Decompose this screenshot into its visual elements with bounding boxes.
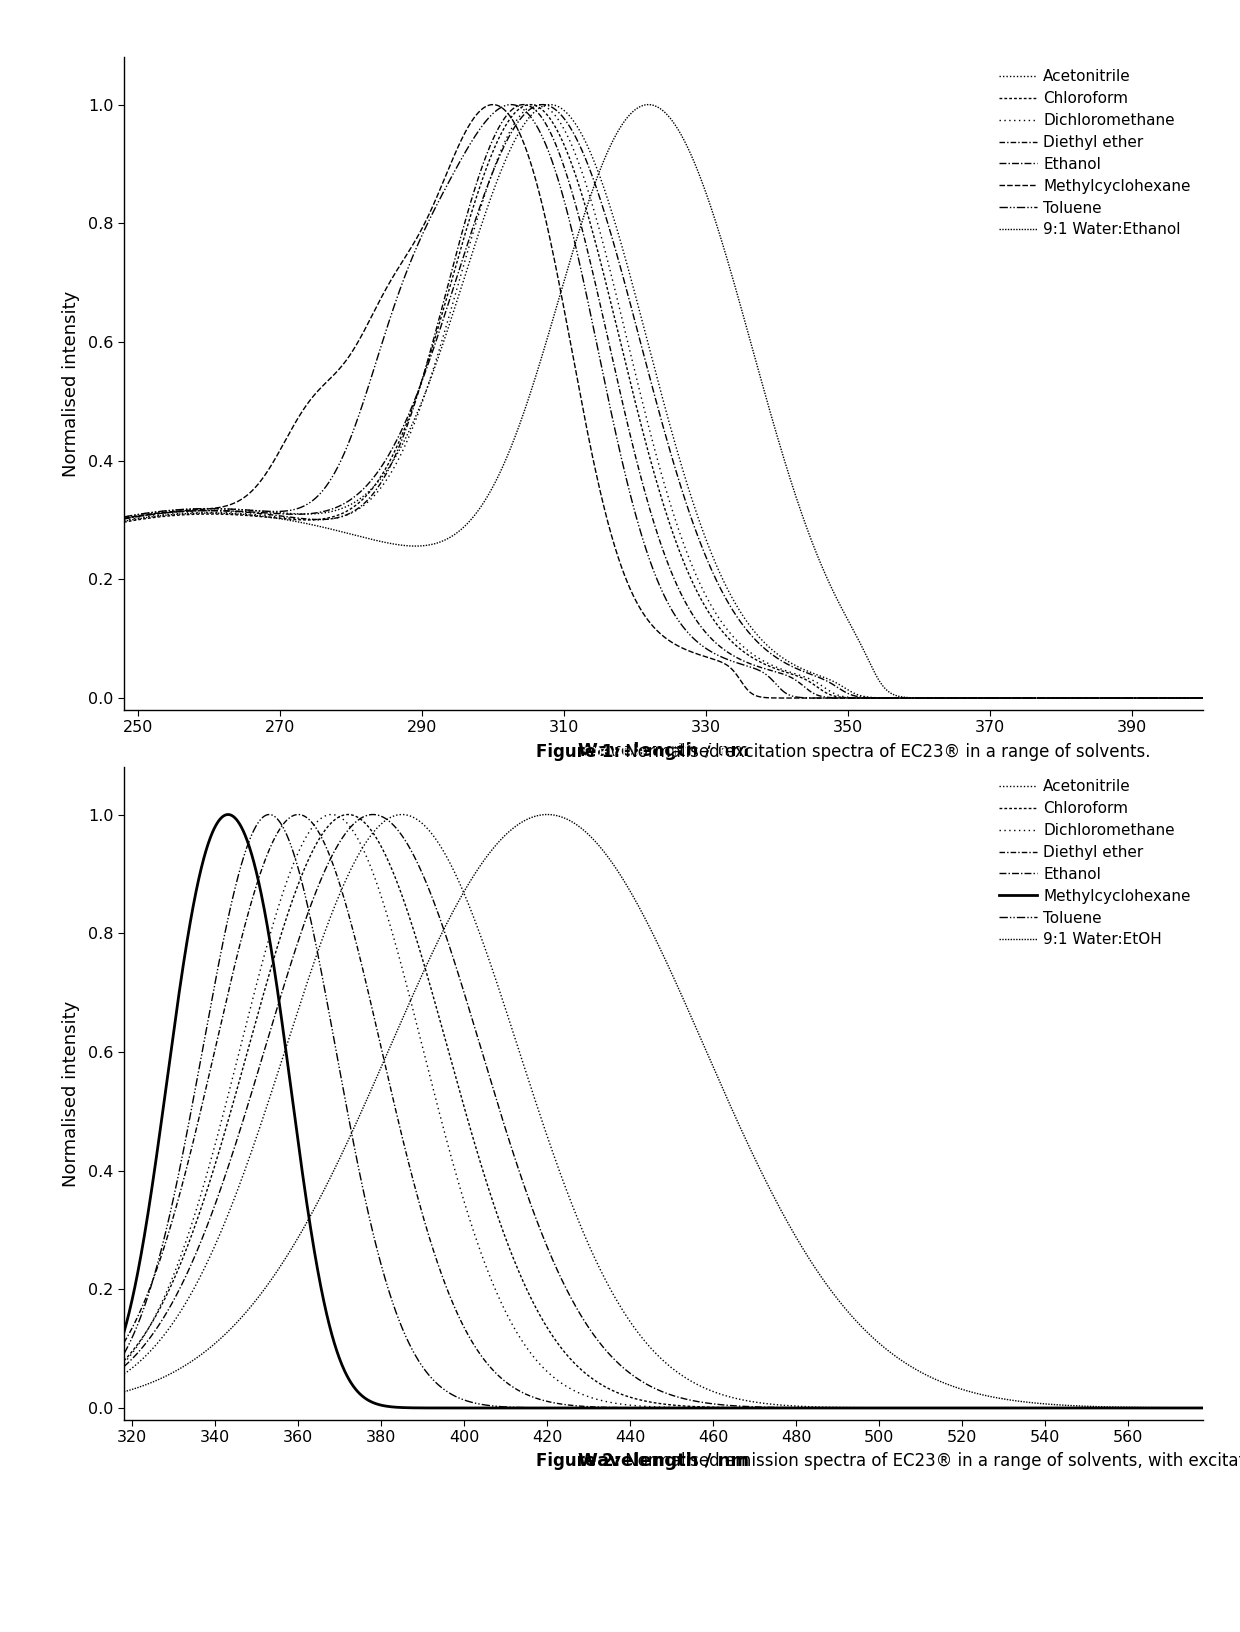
Legend: Acetonitrile, Chloroform, Dichloromethane, Diethyl ether, Ethanol, Methylcyclohe: Acetonitrile, Chloroform, Dichloromethan… xyxy=(994,65,1195,242)
Y-axis label: Normalised intensity: Normalised intensity xyxy=(62,290,79,477)
Text: Figure 2:: Figure 2: xyxy=(536,1452,620,1470)
Text: Figure 1:: Figure 1: xyxy=(536,743,620,761)
Legend: Acetonitrile, Chloroform, Dichloromethane, Diethyl ether, Ethanol, Methylcyclohe: Acetonitrile, Chloroform, Dichloromethan… xyxy=(994,775,1195,951)
Y-axis label: Normalised intensity: Normalised intensity xyxy=(62,1000,79,1186)
Text: Normalised excitation spectra of EC23® in a range of solvents.: Normalised excitation spectra of EC23® i… xyxy=(620,743,1151,761)
Text: Figure 1: Normalised excitation spectra of EC23® in a range of solvents.: Figure 1: Normalised excitation spectra … xyxy=(319,743,921,761)
X-axis label: Wavelength / nm: Wavelength / nm xyxy=(578,743,749,761)
X-axis label: Wavelength / nm: Wavelength / nm xyxy=(578,1452,749,1470)
Text: Normalised emission spectra of EC23® in a range of solvents, with excitation at : Normalised emission spectra of EC23® in … xyxy=(620,1452,1240,1470)
